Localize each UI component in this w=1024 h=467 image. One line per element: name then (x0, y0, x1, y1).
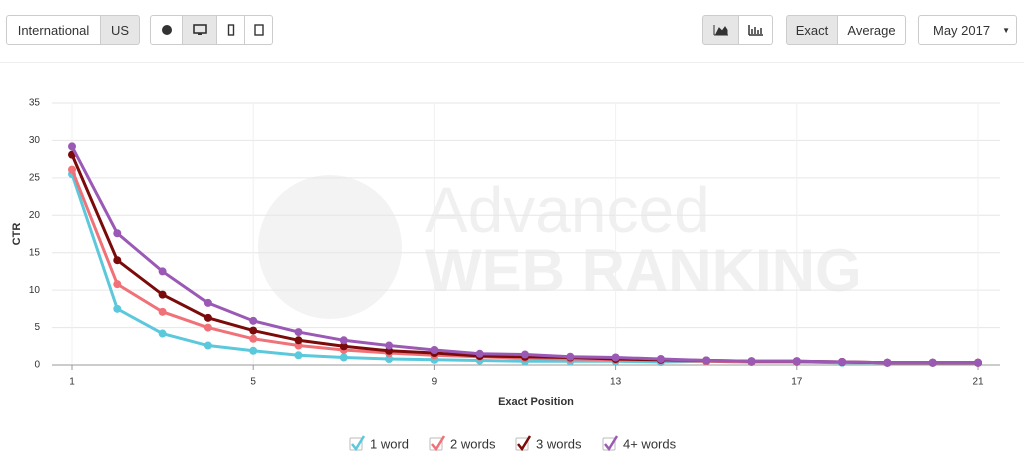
y-tick-label: 5 (34, 322, 40, 333)
x-tick-label: 1 (69, 377, 75, 388)
legend-check (604, 435, 619, 452)
chart-type-button[interactable] (738, 15, 773, 45)
data-point (792, 357, 801, 366)
data-point (249, 316, 258, 325)
data-point (249, 326, 258, 335)
data-point (611, 353, 620, 362)
legend-check (351, 435, 366, 452)
data-point (158, 329, 167, 338)
device-button[interactable] (150, 15, 183, 45)
data-point (656, 355, 665, 364)
data-point (883, 358, 892, 367)
data-point (747, 357, 756, 366)
data-point (974, 358, 982, 367)
region-button[interactable]: US (100, 15, 140, 45)
data-point (113, 280, 122, 289)
data-point (113, 304, 122, 313)
data-point (203, 341, 212, 350)
y-axis-label: CTR (11, 223, 23, 246)
data-point (203, 298, 212, 307)
y-tick-label: 0 (34, 360, 40, 371)
legend-label: 1 word (370, 436, 409, 451)
legend-label: 4+ words (623, 436, 677, 451)
y-tick-label: 15 (29, 247, 41, 258)
watermark: Advanced WEB RANKING (258, 174, 862, 319)
data-point (249, 346, 258, 355)
data-point (294, 351, 303, 360)
data-point (158, 307, 167, 316)
legend-label: 2 words (450, 436, 496, 451)
watermark-globe (258, 175, 402, 319)
legend-item[interactable]: 4+ words (602, 435, 677, 452)
data-point (838, 358, 847, 367)
data-point (339, 342, 348, 351)
watermark-text: WEB RANKING (425, 237, 862, 304)
data-point (475, 349, 484, 358)
data-point (339, 353, 348, 362)
device-button[interactable] (244, 15, 273, 45)
data-point (339, 336, 348, 345)
x-tick-label: 21 (972, 377, 984, 388)
legend-item[interactable]: 2 words (429, 435, 496, 452)
separator (0, 62, 1024, 63)
y-tick-label: 30 (29, 135, 41, 146)
data-point (521, 350, 529, 359)
device-button[interactable] (216, 15, 245, 45)
data-point (294, 336, 303, 345)
legend-check (517, 435, 532, 452)
data-point (385, 355, 394, 364)
region-button[interactable]: International (6, 15, 101, 45)
date-text: May 2017 (933, 22, 991, 38)
data-point (566, 352, 575, 361)
x-tick-label: 9 (432, 377, 438, 388)
legend-label: 3 words (536, 436, 582, 451)
y-tick-label: 20 (29, 210, 41, 221)
data-point (158, 290, 167, 299)
data-point (113, 229, 122, 238)
data-point (294, 328, 303, 337)
y-tick-label: 35 (29, 98, 41, 109)
data-point (430, 346, 439, 355)
date-select[interactable]: May 2017 ▼ (918, 15, 1017, 45)
data-point (702, 356, 711, 365)
legend-item[interactable]: 1 word (349, 435, 409, 452)
mode-button[interactable]: Average (837, 15, 906, 45)
data-point (249, 334, 258, 343)
legend-check (431, 435, 446, 452)
x-tick-label: 5 (250, 377, 256, 388)
x-tick-label: 17 (791, 377, 803, 388)
legend-item[interactable]: 3 words (515, 435, 582, 452)
data-point (113, 256, 122, 265)
y-tick-label: 25 (29, 172, 41, 183)
caret: ▼ (1002, 25, 1010, 35)
data-point (68, 165, 76, 174)
data-point (203, 323, 212, 332)
x-tick-label: 13 (610, 377, 622, 388)
y-tick-label: 10 (29, 285, 41, 296)
mode-button[interactable]: Exact (786, 15, 838, 45)
data-point (68, 142, 76, 151)
x-axis-label: Exact Position (498, 396, 574, 408)
data-point (385, 341, 394, 350)
data-point (203, 313, 212, 322)
data-point (158, 267, 167, 276)
data-point (928, 358, 937, 367)
watermark-text: Advanced (425, 174, 710, 246)
